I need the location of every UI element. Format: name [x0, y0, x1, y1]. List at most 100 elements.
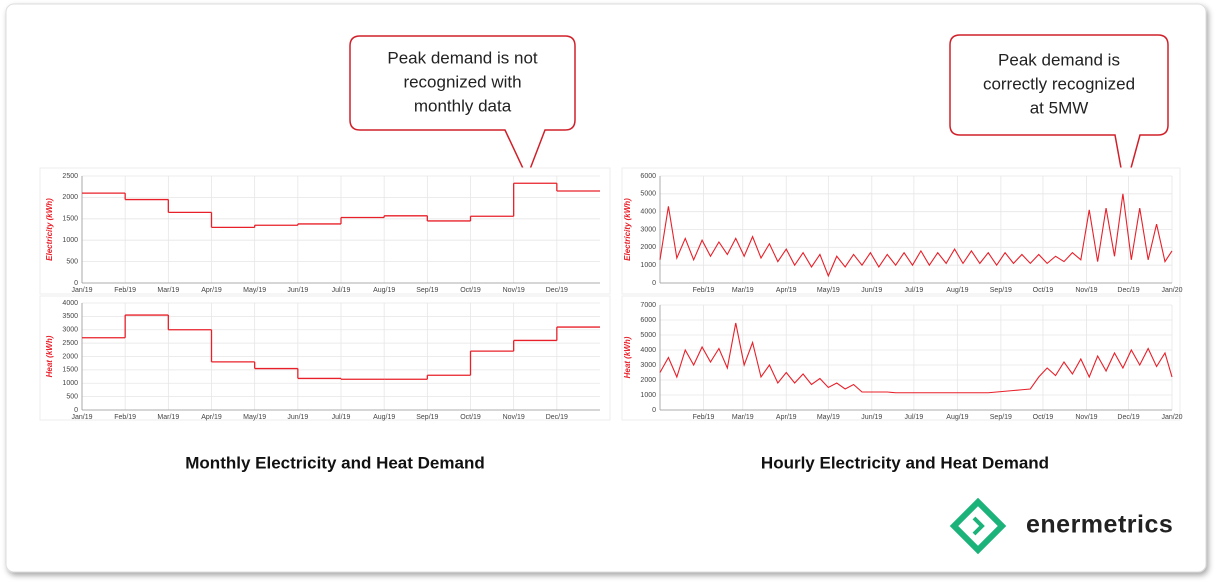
x-tick-label: Feb/19: [693, 287, 715, 294]
y-tick-label: 5000: [640, 332, 656, 339]
y-tick-label: 1000: [62, 237, 78, 244]
x-tick-label: Sep/19: [416, 287, 438, 294]
y-tick-label: 4000: [640, 209, 656, 216]
y-tick-label: 2000: [62, 353, 78, 360]
x-tick-label: Apr/19: [776, 287, 797, 294]
y-tick-label: 1000: [640, 392, 656, 399]
x-tick-label: Aug/19: [373, 414, 395, 421]
y-tick-label: 7000: [640, 302, 656, 309]
y-tick-label: 0: [652, 407, 656, 414]
callout-text: Peak demand is: [998, 50, 1120, 69]
y-tick-label: 1000: [62, 380, 78, 387]
data-line: [659, 193, 1173, 278]
x-tick-label: Dec/19: [1117, 414, 1139, 421]
x-tick-label: Mar/19: [732, 414, 754, 421]
y-tick-label: 2500: [62, 340, 78, 347]
y-tick-label: 0: [652, 280, 656, 287]
caption: Hourly Electricity and Heat Demand: [761, 453, 1049, 472]
x-tick-label: Mar/19: [157, 414, 179, 421]
x-tick-label: Jun/19: [287, 414, 308, 421]
x-tick-label: Oct/19: [460, 414, 481, 421]
x-tick-label: Aug/19: [946, 287, 968, 294]
x-tick-label: Jan/19: [71, 287, 92, 294]
x-tick-label: Jan/19: [71, 414, 92, 421]
x-tick-label: Oct/19: [1033, 414, 1054, 421]
step-riser: [124, 315, 558, 380]
x-tick-label: Nov/19: [1075, 414, 1097, 421]
x-tick-label: Jul/19: [332, 414, 351, 421]
x-tick-label: Jul/19: [905, 287, 924, 294]
y-tick-label: 2000: [62, 194, 78, 201]
callout-bubble: [949, 34, 1169, 191]
chart-panel: [621, 295, 1181, 421]
y-tick-label: 5000: [640, 191, 656, 198]
y-tick-label: 4000: [62, 300, 78, 307]
x-tick-label: Feb/19: [114, 414, 136, 421]
data-line: [659, 322, 1173, 394]
x-tick-label: Aug/19: [946, 414, 968, 421]
y-tick-label: 1500: [62, 367, 78, 374]
step-riser: [124, 183, 558, 228]
callout-text: recognized with: [403, 72, 521, 91]
y-tick-label: 2000: [640, 244, 656, 251]
chart-panel: [621, 167, 1181, 295]
x-tick-label: Mar/19: [157, 287, 179, 294]
y-tick-label: 2500: [62, 173, 78, 180]
callout-text: at 5MW: [1030, 98, 1089, 117]
y-tick-label: 0: [74, 407, 78, 414]
y-tick-label: 500: [66, 393, 78, 400]
x-tick-label: Mar/19: [732, 287, 754, 294]
y-tick-label: 1500: [62, 216, 78, 223]
x-tick-label: Nov/19: [1075, 287, 1097, 294]
y-tick-label: 1000: [640, 262, 656, 269]
y-tick-label: 3000: [640, 226, 656, 233]
y-tick-label: 500: [66, 258, 78, 265]
y-tick-label: 6000: [640, 317, 656, 324]
x-tick-label: May/19: [817, 287, 840, 294]
x-tick-label: Nov/19: [503, 287, 525, 294]
x-tick-label: Jun/19: [861, 287, 882, 294]
x-tick-label: Apr/19: [201, 287, 222, 294]
x-tick-label: Jun/19: [287, 287, 308, 294]
callout-bubble: [349, 35, 576, 179]
x-tick-label: Feb/19: [693, 414, 715, 421]
logo-icon: [949, 497, 1007, 555]
x-tick-label: May/19: [243, 414, 266, 421]
y-tick-label: 3000: [640, 362, 656, 369]
x-tick-label: Oct/19: [460, 287, 481, 294]
caption: Monthly Electricity and Heat Demand: [185, 453, 484, 472]
x-tick-label: Feb/19: [114, 287, 136, 294]
y-tick-label: 6000: [640, 173, 656, 180]
x-tick-label: Jul/19: [905, 414, 924, 421]
x-tick-label: Dec/19: [546, 414, 568, 421]
x-tick-label: Apr/19: [201, 414, 222, 421]
x-tick-label: Apr/19: [776, 414, 797, 421]
y-tick-label: 0: [74, 280, 78, 287]
x-tick-label: Dec/19: [1117, 287, 1139, 294]
x-tick-label: Oct/19: [1033, 287, 1054, 294]
y-tick-label: 3000: [62, 327, 78, 334]
chart-panel: [39, 167, 611, 295]
x-tick-label: Jul/19: [332, 287, 351, 294]
callout-text: monthly data: [414, 96, 512, 115]
x-tick-label: Jun/19: [861, 414, 882, 421]
x-tick-label: Sep/19: [416, 414, 438, 421]
x-tick-label: Jan/20: [1161, 287, 1182, 294]
callout-text: Peak demand is not: [387, 48, 538, 67]
callout-text: correctly recognized: [983, 74, 1135, 93]
y-axis-label: Electricity (kWh): [623, 198, 632, 261]
y-tick-label: 4000: [640, 347, 656, 354]
y-axis-label: Heat (kWh): [45, 335, 54, 377]
y-axis-label: Heat (kWh): [623, 336, 632, 378]
x-tick-label: Sep/19: [990, 287, 1012, 294]
x-tick-label: Dec/19: [546, 287, 568, 294]
x-tick-label: Nov/19: [503, 414, 525, 421]
logo-text: enermetrics: [1026, 511, 1173, 539]
y-tick-label: 3500: [62, 313, 78, 320]
y-axis-label: Electricity (kWh): [45, 198, 54, 261]
x-tick-label: Sep/19: [990, 414, 1012, 421]
y-tick-label: 2000: [640, 377, 656, 384]
x-tick-label: Jan/20: [1161, 414, 1182, 421]
x-tick-label: May/19: [243, 287, 266, 294]
